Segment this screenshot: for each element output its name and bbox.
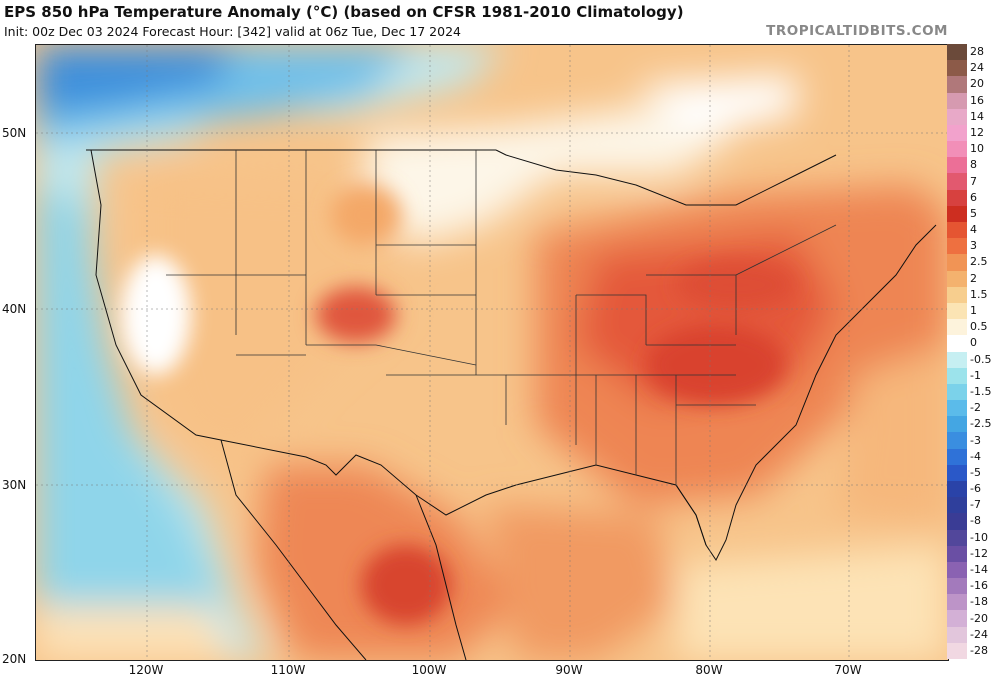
colorbar-label: 5 [970,206,977,220]
colorbar-label: 14 [970,109,984,123]
colorbar-label: -7 [970,498,981,512]
lon-label-110w: 110W [270,663,306,677]
colorbar-swatch [947,545,967,563]
colorbar-label: 2 [970,271,977,285]
colorbar-swatch [947,319,967,336]
colorbar-swatch [947,513,967,530]
colorbar-label: 3 [970,239,977,253]
colorbar-label: 7 [970,174,977,188]
colorbar-label: -5 [970,465,981,479]
colorbar-label: 24 [970,61,984,75]
lat-label-30n: 30N [2,478,27,492]
lon-label-90w: 90W [555,663,583,677]
colorbar-swatch [947,124,967,142]
colorbar-swatch [947,432,967,450]
state-boundaries [166,150,837,485]
colorbar-label: 4 [970,223,977,237]
colorbar-swatch [947,157,967,174]
colorbar-label: -10 [970,530,988,544]
colorbar-swatch [947,642,967,660]
anomaly-map [36,45,948,660]
colorbar-swatch [947,302,967,320]
political-boundaries [86,149,937,660]
colorbar-swatch [947,480,967,498]
colorbar-swatch [947,335,967,352]
colorbar-swatch [947,578,967,595]
colorbar-swatch [947,92,967,110]
colorbar-label: -14 [970,562,988,576]
colorbar-swatch [947,108,967,126]
colorbar-swatch [947,448,967,466]
colorbar-swatch [947,76,967,94]
colorbar-label: -12 [970,546,988,560]
colorbar-swatch [947,189,967,207]
chart-subtitle: Init: 00z Dec 03 2024 Forecast Hour: [34… [4,24,461,39]
colorbar-swatch [947,254,967,272]
colorbar-label: 0 [970,336,977,350]
colorbar-label: -4 [970,449,981,463]
lat-label-50n: 50N [2,126,27,140]
colorbar-swatch [947,400,967,417]
colorbar-label: 8 [970,158,977,172]
colorbar-swatch [947,205,967,223]
colorbar-swatch [947,222,967,239]
colorbar-label: 1 [970,304,977,318]
colorbar-label: 10 [970,142,984,156]
colorbar-swatch [947,286,967,304]
colorbar-label: -1 [970,368,981,382]
colorbar-swatch [947,497,967,514]
colorbar-label: -20 [970,611,988,625]
colorbar [947,44,967,660]
lon-label-100w: 100W [411,663,447,677]
colorbar-label: 12 [970,126,984,139]
lon-label-70w: 70W [834,663,862,677]
colorbar-swatch [947,626,967,644]
colorbar-label: 28 [970,45,984,59]
colorbar-label: -28 [970,643,988,657]
colorbar-swatch [947,383,967,401]
colorbar-label: -24 [970,627,988,641]
brand-watermark: TROPICALTIDBITS.COM [766,23,948,39]
colorbar-swatch [947,141,967,158]
colorbar-swatch [947,416,967,433]
lon-label-80w: 80W [695,663,723,677]
colorbar-swatch [947,173,967,191]
map-panel [35,44,949,661]
colorbar-label: -2.5 [970,417,992,431]
chart-title: EPS 850 hPa Temperature Anomaly (°C) (ba… [4,3,684,21]
colorbar-label: 2.5 [970,255,988,269]
colorbar-label: -18 [970,595,988,609]
colorbar-swatch [947,351,967,369]
colorbar-swatch [947,464,967,482]
colorbar-swatch [947,270,967,288]
colorbar-label: 0.5 [970,320,988,334]
colorbar-swatch [947,610,967,628]
lat-label-40n: 40N [2,302,27,316]
colorbar-label: -1.5 [970,384,992,398]
colorbar-swatch [947,367,967,385]
colorbar-swatch [947,44,967,61]
colorbar-label: -3 [970,433,981,447]
colorbar-swatch [947,561,967,579]
colorbar-label: 16 [970,93,984,107]
anomaly-hotspots [121,185,796,625]
colorbar-label: -16 [970,579,988,593]
colorbar-swatch [947,60,967,77]
colorbar-label: -0.5 [970,352,992,366]
colorbar-label: 1.5 [970,287,988,301]
colorbar-label: 20 [970,77,984,91]
lat-label-20n: 20N [2,652,27,666]
colorbar-label: -2 [970,401,981,415]
colorbar-swatch [947,594,967,611]
grid-lines [36,45,948,660]
colorbar-swatch [947,529,967,547]
lon-label-120w: 120W [128,663,164,677]
colorbar-label: -6 [970,482,981,496]
colorbar-label: 6 [970,190,977,204]
colorbar-swatch [947,238,967,255]
colorbar-label: -8 [970,514,981,528]
